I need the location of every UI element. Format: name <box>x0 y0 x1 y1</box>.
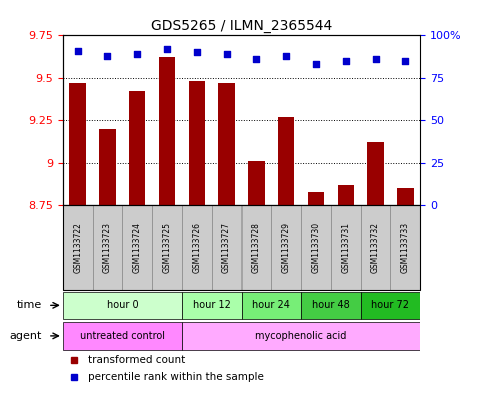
Bar <box>248 161 265 205</box>
Text: GSM1133727: GSM1133727 <box>222 222 231 273</box>
Bar <box>331 205 361 290</box>
Bar <box>63 292 182 319</box>
Bar <box>70 83 86 205</box>
Bar <box>182 322 420 350</box>
Point <box>74 48 82 54</box>
Text: GSM1133726: GSM1133726 <box>192 222 201 273</box>
Bar <box>242 205 271 290</box>
Text: hour 72: hour 72 <box>371 300 410 310</box>
Bar <box>301 292 361 319</box>
Text: GSM1133725: GSM1133725 <box>163 222 171 273</box>
Point <box>223 51 230 57</box>
Point <box>401 58 409 64</box>
Point <box>253 56 260 62</box>
Bar <box>212 205 242 290</box>
Text: GSM1133731: GSM1133731 <box>341 222 350 273</box>
Bar <box>397 188 413 205</box>
Bar <box>182 205 212 290</box>
Text: percentile rank within the sample: percentile rank within the sample <box>88 372 264 382</box>
Point <box>372 56 380 62</box>
Text: GSM1133732: GSM1133732 <box>371 222 380 273</box>
Point <box>163 46 171 52</box>
Bar <box>159 57 175 205</box>
Bar <box>218 83 235 205</box>
Bar <box>368 142 384 205</box>
Text: hour 0: hour 0 <box>107 300 138 310</box>
Bar <box>242 292 301 319</box>
Text: time: time <box>17 300 42 310</box>
Bar <box>361 292 420 319</box>
Bar <box>129 92 145 205</box>
Point <box>282 53 290 59</box>
Text: untreated control: untreated control <box>80 331 165 341</box>
Text: hour 24: hour 24 <box>252 300 290 310</box>
Text: agent: agent <box>10 331 42 341</box>
Bar <box>308 191 324 205</box>
Bar <box>271 205 301 290</box>
Bar <box>99 129 115 205</box>
Title: GDS5265 / ILMN_2365544: GDS5265 / ILMN_2365544 <box>151 19 332 33</box>
Bar <box>122 205 152 290</box>
Text: GSM1133728: GSM1133728 <box>252 222 261 273</box>
Bar <box>338 185 354 205</box>
Bar <box>301 205 331 290</box>
Text: hour 48: hour 48 <box>312 300 350 310</box>
Text: GSM1133733: GSM1133733 <box>401 222 410 273</box>
Bar <box>278 117 294 205</box>
Point <box>193 49 201 55</box>
Text: GSM1133730: GSM1133730 <box>312 222 320 273</box>
Bar <box>63 322 182 350</box>
Bar <box>361 205 390 290</box>
Bar <box>189 81 205 205</box>
Text: GSM1133724: GSM1133724 <box>133 222 142 273</box>
Text: transformed count: transformed count <box>88 354 185 365</box>
Point <box>342 58 350 64</box>
Point <box>133 51 141 57</box>
Bar <box>63 205 93 290</box>
Point <box>104 53 112 59</box>
Bar <box>182 292 242 319</box>
Text: GSM1133722: GSM1133722 <box>73 222 82 273</box>
Bar <box>152 205 182 290</box>
Point <box>312 61 320 67</box>
Bar <box>390 205 420 290</box>
Text: hour 12: hour 12 <box>193 300 231 310</box>
Text: GSM1133723: GSM1133723 <box>103 222 112 273</box>
Bar <box>93 205 122 290</box>
Text: GSM1133729: GSM1133729 <box>282 222 291 273</box>
Text: mycophenolic acid: mycophenolic acid <box>256 331 347 341</box>
